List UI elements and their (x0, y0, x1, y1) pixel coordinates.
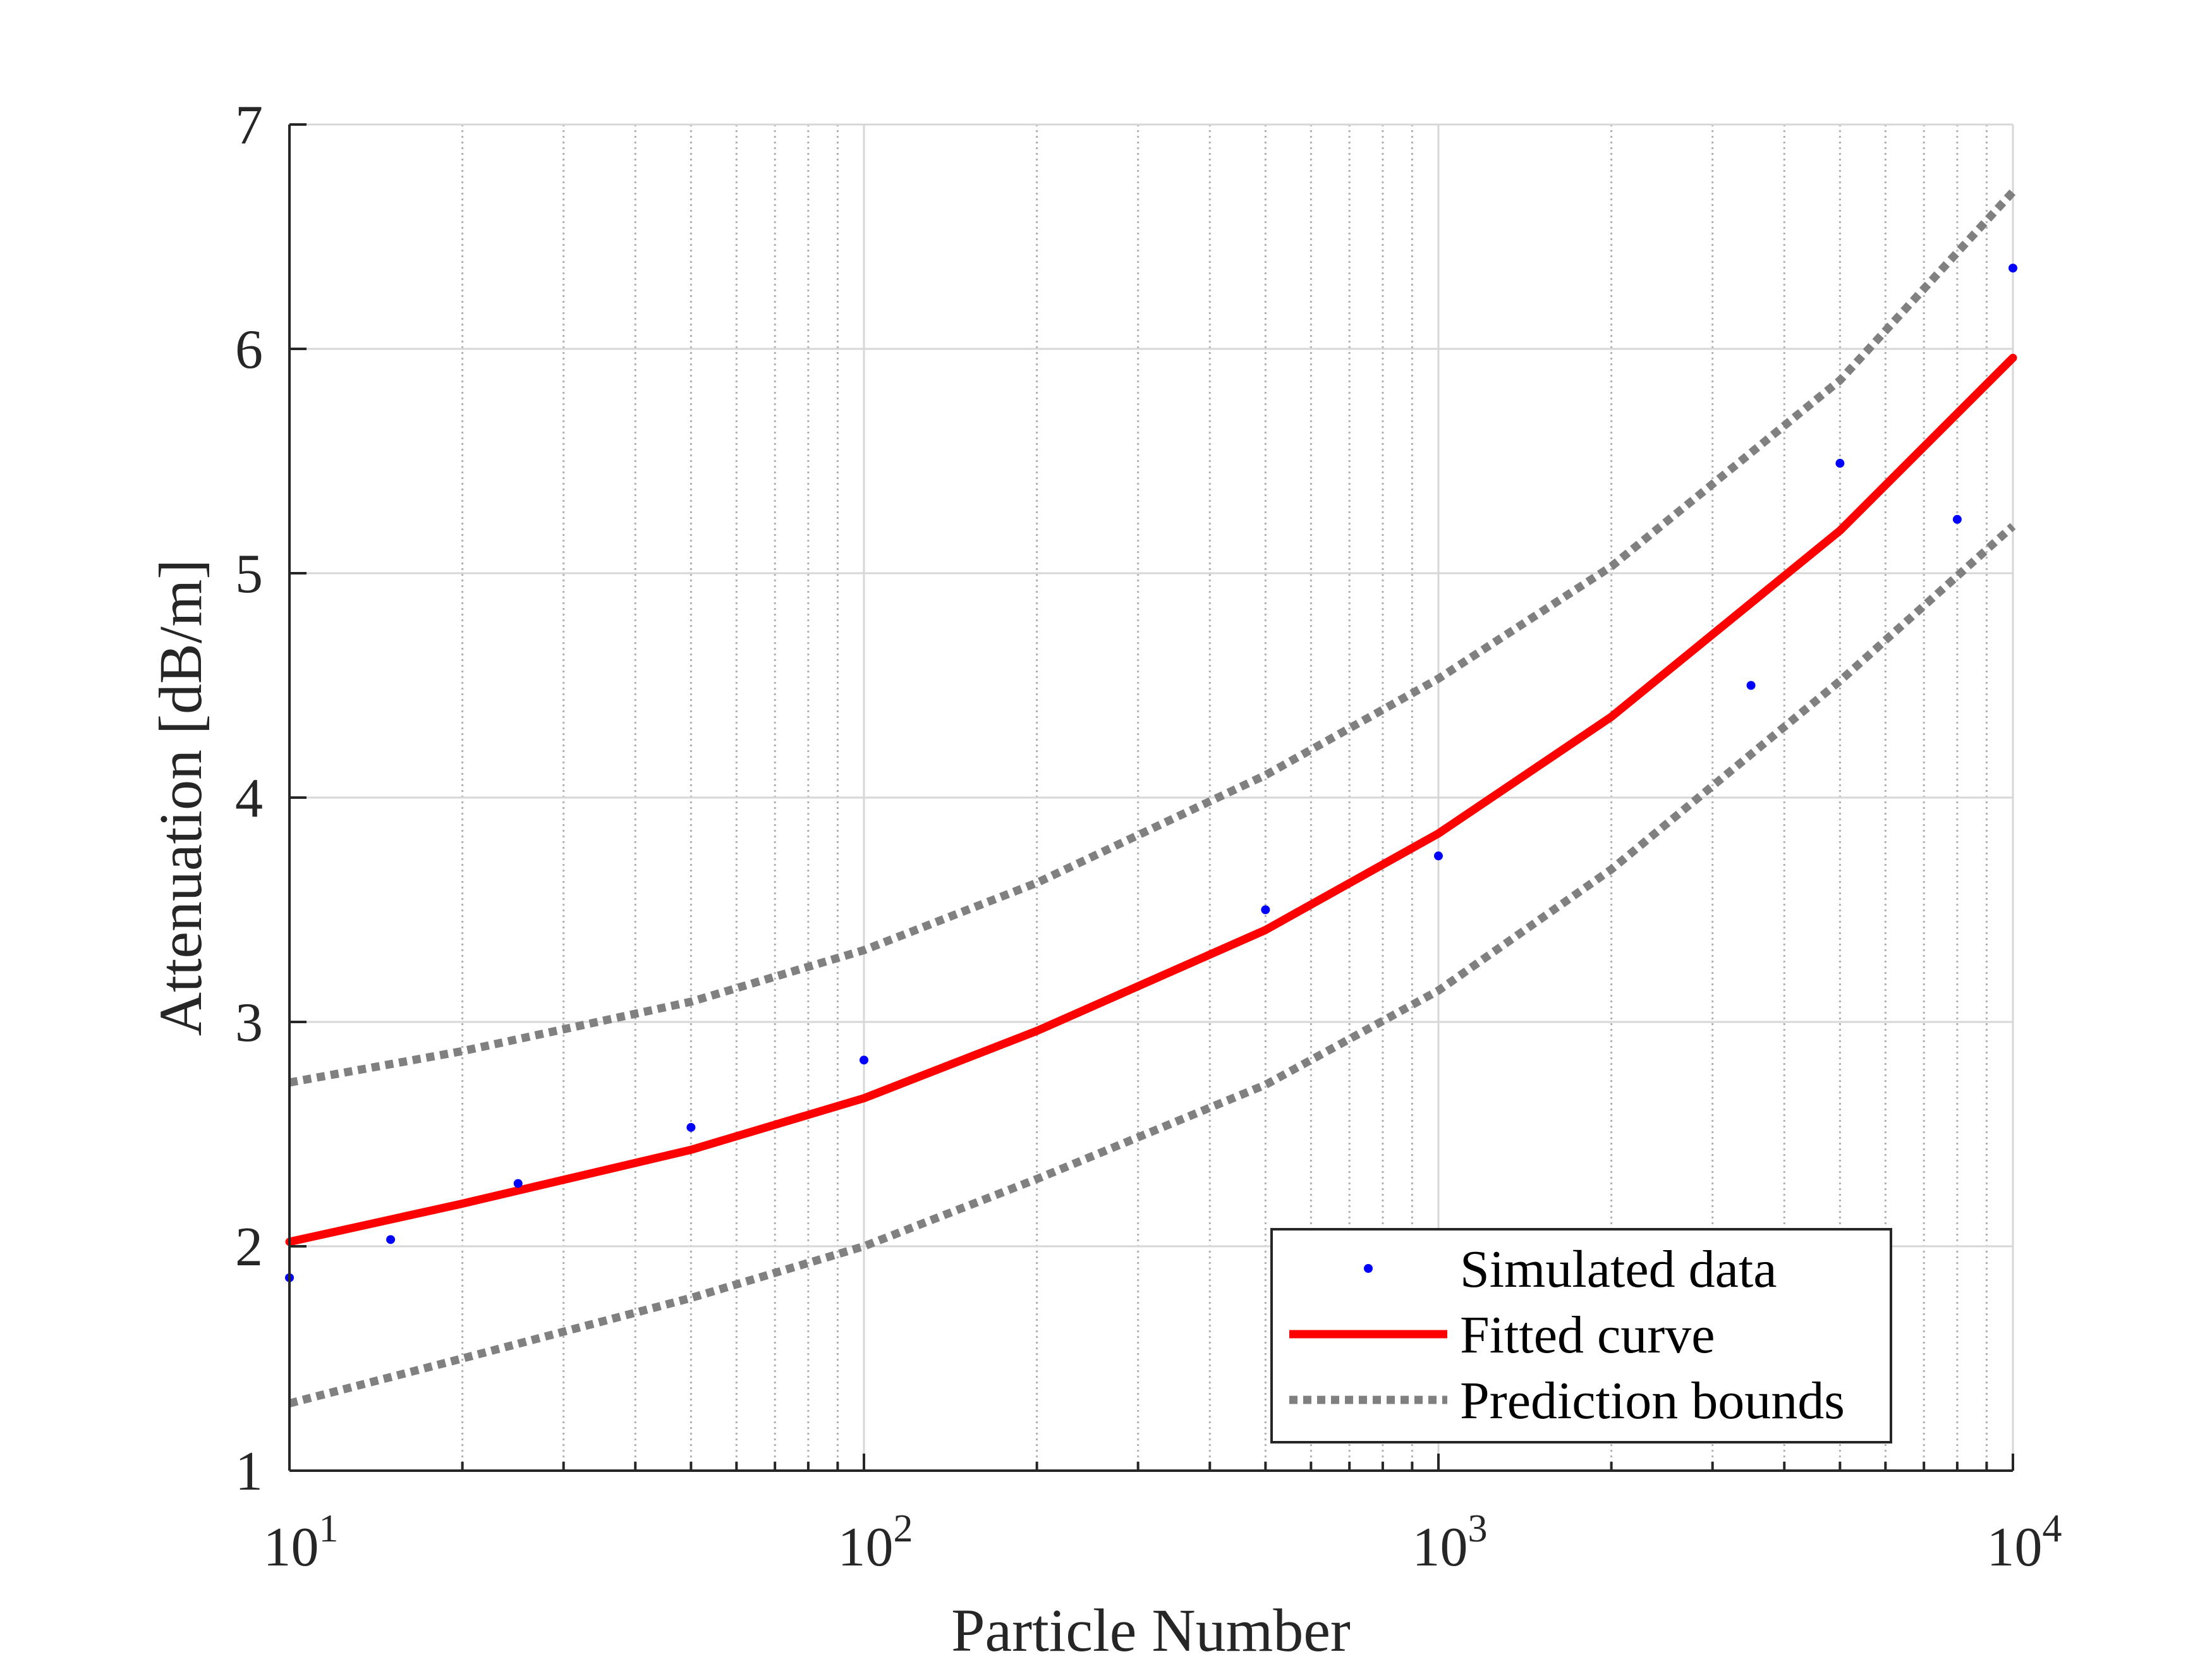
legend-marker-simulated-data (1364, 1264, 1373, 1273)
legend-label-prediction-bounds: Prediction bounds (1460, 1371, 1845, 1430)
x-tick-label: 103 (1413, 1507, 1488, 1578)
y-tick-label: 2 (235, 1217, 263, 1278)
y-tick-label: 7 (235, 95, 263, 156)
data-point (1434, 851, 1443, 861)
y-tick-labels: 1 2 3 4 5 6 7 (235, 95, 263, 1502)
legend-box (1270, 1228, 1892, 1443)
y-tick-label: 4 (235, 768, 263, 829)
y-tick-label: 6 (235, 319, 263, 380)
legend: Simulated data Fitted curve Prediction b… (1270, 1228, 1892, 1443)
x-tick-label: 101 (264, 1507, 339, 1578)
prediction-bound-line (288, 189, 2016, 1087)
legend-label-simulated-data: Simulated data (1460, 1240, 1777, 1299)
simulated-data-points (285, 264, 2017, 1282)
y-tick-label: 5 (235, 544, 263, 605)
tick-marks (288, 123, 2014, 1472)
x-tick-label: 104 (1987, 1507, 2062, 1578)
data-point (1952, 514, 1962, 524)
x-tick-label: 102 (838, 1507, 913, 1578)
data-point (1746, 681, 1756, 690)
y-tick-label: 1 (235, 1441, 263, 1502)
data-point (686, 1122, 696, 1132)
data-point (860, 1055, 868, 1065)
legend-label-fitted-curve: Fitted curve (1460, 1306, 1715, 1364)
prediction-bounds-lines (288, 189, 2016, 1407)
y-axis-label: Attenuation [dB/m] (147, 559, 214, 1036)
data-point (1835, 459, 1845, 468)
data-point (513, 1179, 523, 1188)
fitted-curve-line (285, 353, 2017, 1246)
data-point (386, 1235, 396, 1244)
data-point (2008, 264, 2017, 273)
data-point (1261, 905, 1270, 915)
x-axis-label: Particle Number (951, 1596, 1351, 1659)
x-tick-labels: 101 102 103 104 (264, 1507, 2062, 1578)
fitted-curve (285, 353, 2017, 1246)
prediction-bound-line (288, 523, 2016, 1407)
y-tick-label: 3 (235, 992, 263, 1054)
